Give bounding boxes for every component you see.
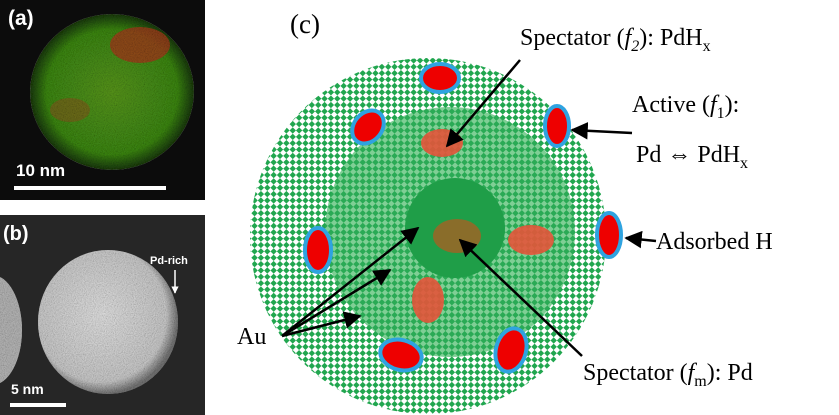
text: ): PdH bbox=[639, 25, 702, 51]
label-adsorbed: Adsorbed H bbox=[656, 229, 773, 255]
text: 2 bbox=[631, 38, 639, 55]
panel-a: (a) 10 nm bbox=[0, 0, 205, 200]
scale-bar-label: 5 nm bbox=[11, 381, 44, 397]
text: ): Pd bbox=[707, 360, 753, 386]
label-equilibrium: Pd ⇔ PdHx bbox=[636, 142, 748, 172]
panel-label: (b) bbox=[3, 223, 29, 245]
panel-c: (c) Spectator (f2): PdHx bbox=[237, 9, 773, 414]
text: x bbox=[703, 38, 711, 55]
label-spectator-fm: Spectator (fm): Pd bbox=[583, 360, 753, 390]
text: Active ( bbox=[632, 92, 710, 118]
text: m bbox=[694, 373, 707, 390]
eds-map bbox=[30, 14, 194, 170]
panel-b: (b) Pd-rich 5 nm bbox=[0, 215, 205, 415]
page: (a) 10 nm (b) Pd-rich 5 nm (c) bbox=[0, 0, 839, 415]
panel-label: (c) bbox=[290, 9, 320, 39]
scale-bar-label: 10 nm bbox=[16, 161, 65, 180]
text: Pd ⇔ PdH bbox=[636, 142, 740, 168]
label-spectator-f2: Spectator (f2): PdHx bbox=[520, 25, 711, 55]
text: Adsorbed H bbox=[656, 229, 773, 255]
text: x bbox=[740, 155, 748, 172]
text: Au bbox=[237, 324, 266, 350]
text: Spectator ( bbox=[520, 25, 625, 51]
label-active: Active (f1): bbox=[632, 92, 739, 122]
text: Spectator ( bbox=[583, 360, 688, 386]
text: ): bbox=[725, 92, 740, 118]
text: 1 bbox=[717, 105, 725, 122]
core-pd bbox=[433, 219, 481, 253]
annotation: Pd-rich bbox=[150, 255, 188, 267]
figure: (a) 10 nm (b) Pd-rich 5 nm (c) bbox=[0, 0, 839, 415]
panel-label: (a) bbox=[8, 7, 34, 30]
label-au: Au bbox=[237, 324, 266, 350]
